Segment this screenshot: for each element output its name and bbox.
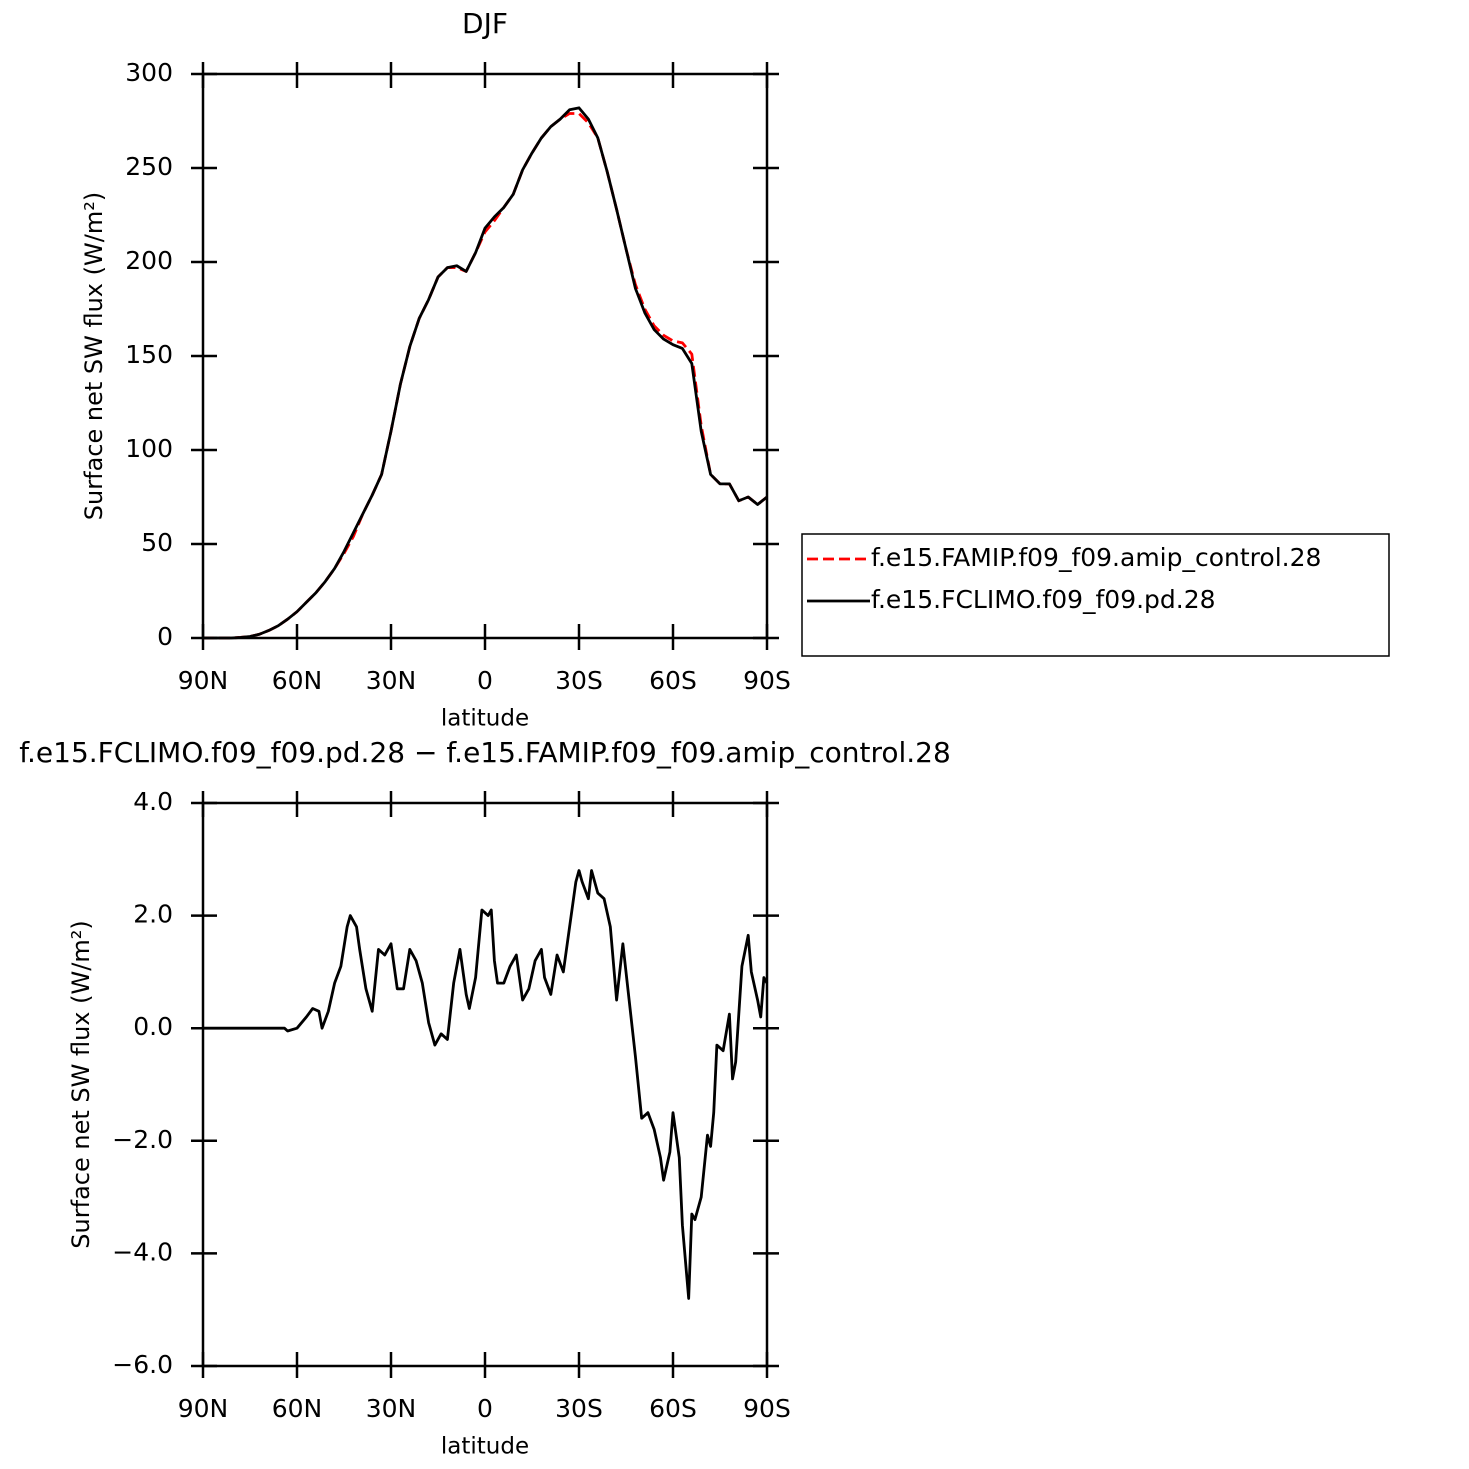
y-tick-label: 4.0 [133, 787, 173, 816]
x-tick-label: 30N [366, 666, 417, 695]
data-line [203, 112, 768, 640]
legend-label: f.e15.FCLIMO.f09_f09.pd.28 [871, 585, 1216, 614]
x-tick-label: 60N [272, 666, 323, 695]
x-tick-label: 30N [366, 1394, 417, 1423]
y-tick-label: −6.0 [112, 1350, 173, 1379]
plot-frame [201, 801, 769, 1368]
x-tick-label: 30S [555, 1394, 603, 1423]
x-tick-label: 90N [178, 666, 229, 695]
y-tick-label: 300 [125, 58, 173, 87]
x-tick-label: 90S [743, 1394, 791, 1423]
chart-title: f.e15.FCLIMO.f09_f09.pd.28 − f.e15.FAMIP… [19, 736, 951, 769]
y-tick-label: −2.0 [112, 1125, 173, 1154]
x-axis-label: latitude [441, 706, 529, 732]
plot-frame [201, 72, 769, 640]
x-tick-label: 60S [649, 666, 697, 695]
y-tick-label: 2.0 [133, 900, 173, 929]
y-tick-label: −4.0 [112, 1237, 173, 1266]
x-axis-label: latitude [441, 1434, 529, 1460]
data-line [203, 106, 768, 640]
y-tick-label: 0 [157, 622, 173, 651]
x-tick-label: 60N [272, 1394, 323, 1423]
y-axis-label: Surface net SW flux (W/m²) [67, 920, 95, 1248]
x-tick-label: 0 [477, 666, 493, 695]
y-tick-label: 150 [125, 340, 173, 369]
y-tick-label: 250 [125, 152, 173, 181]
x-tick-label: 90N [178, 1394, 229, 1423]
x-tick-label: 90S [743, 666, 791, 695]
x-tick-label: 30S [555, 666, 603, 695]
x-tick-label: 0 [477, 1394, 493, 1423]
y-tick-label: 200 [125, 246, 173, 275]
y-tick-label: 100 [125, 434, 173, 463]
y-tick-label: 0.0 [133, 1012, 173, 1041]
legend-label: f.e15.FAMIP.f09_f09.amip_control.28 [871, 543, 1321, 572]
x-tick-label: 60S [649, 1394, 697, 1423]
data-line [203, 869, 769, 1300]
y-tick-label: 50 [141, 528, 173, 557]
legend-box [801, 533, 1390, 657]
chart-title: DJF [462, 7, 508, 40]
y-axis-label: Surface net SW flux (W/m²) [80, 192, 108, 520]
